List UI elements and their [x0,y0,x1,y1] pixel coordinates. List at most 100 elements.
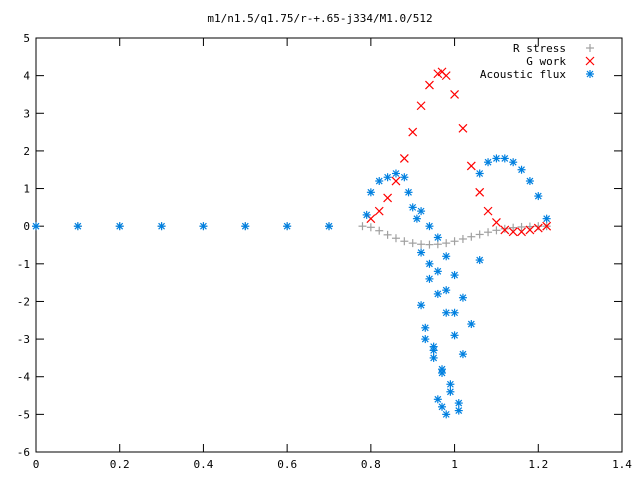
x-tick-label: 0.2 [110,458,130,471]
series-layer [32,67,552,419]
x-axis: 0 0.2 0.4 0.6 0.8 1 1.2 1.4 [33,38,632,471]
data-point [417,207,426,216]
y-axis: -6 -5 -4 -3 -2 -1 0 1 2 3 4 5 [17,32,622,459]
data-point [525,177,534,186]
data-point [73,222,82,231]
y-tick-label: -1 [17,258,30,271]
data-point [399,154,409,163]
data-point [450,308,459,317]
data-point [425,274,434,283]
x-tick-label: 0.4 [193,458,213,471]
data-point [425,240,434,249]
data-point [466,161,476,171]
data-point [115,222,124,231]
data-point [450,237,459,246]
legend-label: G work [526,55,566,68]
data-point [433,240,442,249]
data-point [383,193,393,203]
data-point [534,192,543,201]
y-tick-label: -2 [17,295,30,308]
legend-marker [586,70,594,78]
x-tick-label: 1 [451,458,458,471]
y-tick-label: 2 [23,145,30,158]
data-point [475,169,484,178]
data-point [199,222,208,231]
data-point [442,252,451,261]
data-point [458,234,467,243]
data-point [433,395,442,404]
data-point [366,223,375,232]
series-acoustic-flux [32,154,551,419]
data-point [400,173,409,182]
legend-label: R stress [513,42,566,55]
data-point [492,154,501,163]
y-tick-label: -6 [17,446,30,459]
data-point [475,230,484,239]
y-tick-label: 3 [23,107,30,120]
data-point [417,301,426,310]
data-point [508,227,518,237]
data-point [325,222,333,231]
data-point [492,217,501,227]
data-point [375,177,384,186]
data-point [475,187,485,197]
data-point [375,226,384,235]
data-point [438,402,447,411]
data-point [492,226,501,235]
data-point [454,406,463,415]
data-point [433,233,442,242]
legend-label: Acoustic flux [480,68,566,81]
data-point [421,335,430,344]
data-point [500,224,509,233]
data-point [484,158,493,167]
data-point [433,289,442,298]
data-point [517,165,526,174]
data-point [450,331,459,340]
data-point [509,158,518,167]
data-point [475,256,484,265]
data-point [442,308,451,317]
data-point [421,323,430,332]
x-tick-label: 0 [33,458,40,471]
data-point [534,222,543,231]
data-point [283,222,292,231]
data-point [408,203,417,212]
x-tick-label: 0.8 [361,458,381,471]
data-point [32,222,40,231]
data-point [433,267,442,276]
data-point [408,239,417,248]
data-point [391,176,401,186]
chart-title: m1/n1.5/q1.75/r-+.65-j334/M1.0/512 [207,12,432,25]
data-point [425,259,434,268]
data-point [454,399,463,408]
data-point [450,271,459,280]
data-point [374,206,384,216]
data-point [416,101,426,111]
data-point [383,230,392,239]
data-point [483,206,493,216]
data-point [404,188,413,197]
y-tick-label: -5 [17,408,30,421]
y-tick-label: -4 [17,371,31,384]
data-point [429,353,438,362]
x-tick-label: 1.2 [528,458,548,471]
y-tick-label: 0 [23,220,30,233]
data-point [450,90,459,99]
data-point [509,223,518,232]
data-point [157,222,166,231]
data-point [391,234,400,243]
legend-marker [585,56,595,66]
data-point [429,346,438,355]
data-point [400,237,409,246]
y-tick-label: 1 [23,183,30,196]
data-point [467,320,476,329]
data-point [446,380,455,389]
y-tick-label: -3 [17,333,30,346]
data-point [358,222,367,231]
data-point [442,410,451,419]
y-tick-label: 5 [23,32,30,45]
data-point [441,71,451,81]
data-point [412,214,421,223]
data-point [425,222,434,231]
